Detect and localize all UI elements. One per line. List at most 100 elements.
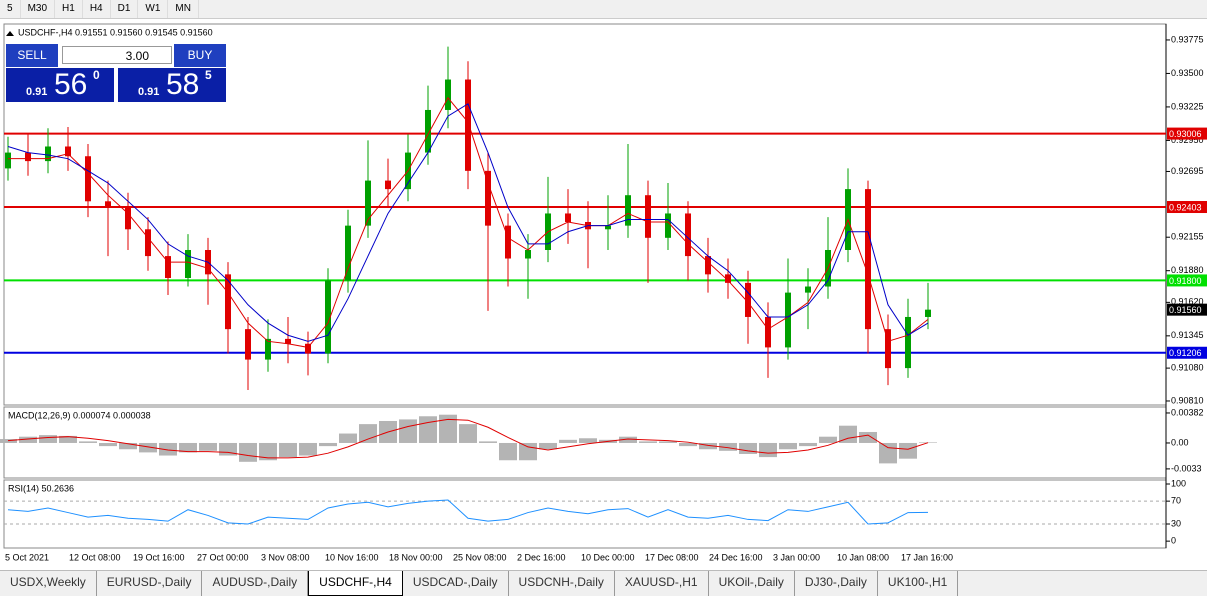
macd-bar — [159, 442, 177, 456]
time-label: 2 Dec 16:00 — [517, 552, 566, 562]
macd-bar — [119, 442, 137, 450]
time-label: 18 Nov 00:00 — [389, 552, 443, 562]
macd-bar — [779, 442, 797, 450]
y-tick-label: 0.93775 — [1171, 34, 1204, 44]
macd-bar — [339, 433, 357, 443]
macd-bar — [19, 436, 37, 443]
y-tick-label: 0 — [1171, 536, 1176, 546]
time-label: 24 Dec 16:00 — [709, 552, 763, 562]
macd-bar — [719, 442, 737, 451]
macd-bar — [179, 442, 197, 453]
macd-bar — [679, 442, 697, 447]
y-tick-label: 0.00 — [1171, 437, 1189, 447]
candle-body — [325, 280, 331, 354]
candle-body — [45, 146, 51, 162]
candle-body — [685, 213, 691, 257]
time-label: 10 Nov 16:00 — [325, 552, 379, 562]
one-click-trading: SELL 3.00 BUY 0.91 56 0 0.91 58 5 — [6, 44, 226, 102]
last-price-tag — [1167, 303, 1207, 316]
macd-bar — [139, 442, 157, 453]
level-tag — [1167, 274, 1207, 287]
time-label: 12 Oct 08:00 — [69, 552, 121, 562]
chart-tab[interactable]: USDCHF-,H4 — [308, 571, 403, 596]
macd-bar — [239, 442, 257, 462]
chart-tab[interactable]: USDCAD-,Daily — [403, 571, 509, 596]
time-label: 17 Dec 08:00 — [645, 552, 699, 562]
y-tick-label: 70 — [1171, 496, 1181, 506]
price-pips: 58 — [166, 68, 200, 101]
chart-tab[interactable]: UKOil-,Daily — [709, 571, 795, 596]
price-prefix: 0.91 — [138, 86, 160, 98]
candle-body — [605, 225, 611, 230]
candle-body — [265, 338, 271, 360]
macd-signal — [7, 418, 929, 459]
macd-bar — [539, 442, 557, 450]
candle-body — [485, 170, 491, 226]
level-tag-label: 0.93006 — [1169, 129, 1202, 139]
timeframe-button[interactable]: H4 — [83, 0, 111, 18]
macd-bar — [639, 441, 657, 443]
timeframe-button[interactable]: 5 — [0, 0, 21, 18]
chart-tab[interactable]: USDX,Weekly — [0, 571, 97, 596]
level-tag — [1167, 201, 1207, 214]
macd-bar — [199, 442, 217, 451]
candle-body — [5, 152, 11, 169]
candle-body — [385, 180, 391, 190]
timeframe-toolbar: 5 M30 H1 H4 D1 W1 MN — [0, 0, 1207, 19]
candle-body — [705, 256, 711, 275]
candle-body — [625, 195, 631, 226]
candle-body — [885, 329, 891, 369]
candle-body — [905, 316, 911, 369]
macd-bar — [79, 441, 97, 443]
y-tick-label: 0.91880 — [1171, 265, 1204, 275]
macd-bar — [839, 425, 857, 443]
macd-bar — [299, 442, 317, 456]
level-tag-label: 0.91206 — [1169, 348, 1202, 358]
sell-price[interactable]: 0.91 56 0 — [6, 68, 114, 102]
time-label: 10 Dec 00:00 — [581, 552, 635, 562]
candle-body — [725, 274, 731, 283]
macd-bar — [479, 441, 497, 443]
chart-tab[interactable]: UK100-,H1 — [878, 571, 959, 596]
macd-bar — [59, 435, 77, 443]
timeframe-button[interactable]: H1 — [55, 0, 83, 18]
candle-body — [465, 79, 471, 171]
candle-body — [565, 213, 571, 222]
timeframe-button[interactable]: M30 — [21, 0, 56, 18]
timeframe-button[interactable]: MN — [168, 0, 199, 18]
timeframe-button[interactable]: D1 — [111, 0, 139, 18]
chart-tabs: USDX,Weekly EURUSD-,Daily AUDUSD-,Daily USD… — [0, 570, 1207, 596]
chart-tab[interactable]: XAUUSD-,H1 — [615, 571, 709, 596]
candle-body — [85, 156, 91, 202]
chart-tab[interactable]: AUDUSD-,Daily — [202, 571, 309, 596]
moving-average — [8, 96, 929, 348]
volume-input[interactable]: 3.00 — [62, 46, 172, 64]
buy-button[interactable]: BUY — [174, 44, 226, 67]
y-tick-label: 0.91345 — [1171, 330, 1204, 340]
macd-bar — [319, 442, 337, 447]
y-tick-label: 0.00382 — [1171, 407, 1204, 417]
chart-tab[interactable]: USDCNH-,Daily — [509, 571, 615, 596]
rsi-line — [7, 499, 929, 525]
candle-body — [805, 286, 811, 293]
collapse-icon — [6, 31, 14, 36]
candle-body — [65, 146, 71, 157]
y-tick-label: 0.90810 — [1171, 395, 1204, 405]
chart-tab[interactable]: EURUSD-,Daily — [97, 571, 203, 596]
candle-body — [185, 249, 191, 278]
candle-body — [925, 309, 931, 317]
last-price-label: 0.91560 — [1169, 305, 1202, 315]
buy-price[interactable]: 0.91 58 5 — [118, 68, 226, 102]
sell-button[interactable]: SELL — [6, 44, 58, 67]
macd-bar — [419, 416, 437, 443]
level-tag — [1167, 346, 1207, 359]
timeframe-button[interactable]: W1 — [138, 0, 169, 18]
macd-bar — [879, 442, 897, 464]
y-tick-label: 100 — [1171, 478, 1186, 488]
macd-bar — [499, 442, 517, 461]
indicator-title: RSI(14) 50.2636 — [8, 483, 74, 493]
macd-bar — [619, 436, 637, 443]
chart-tab[interactable]: DJ30-,Daily — [795, 571, 878, 596]
candle-body — [765, 316, 771, 348]
